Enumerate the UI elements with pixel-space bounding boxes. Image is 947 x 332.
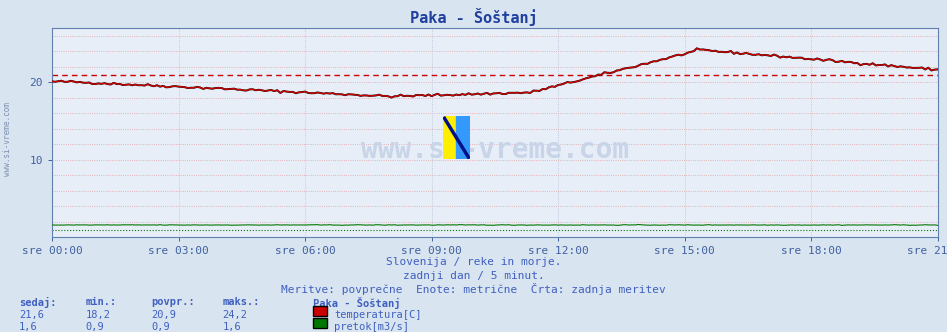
Text: 24,2: 24,2 — [223, 310, 247, 320]
Text: 18,2: 18,2 — [85, 310, 110, 320]
Text: min.:: min.: — [85, 297, 116, 307]
Text: Slovenija / reke in morje.: Slovenija / reke in morje. — [385, 257, 562, 267]
Text: 21,6: 21,6 — [19, 310, 44, 320]
Text: 0,9: 0,9 — [152, 322, 170, 332]
Text: Paka - Šoštanj: Paka - Šoštanj — [313, 297, 400, 309]
Text: 0,9: 0,9 — [85, 322, 104, 332]
Bar — [443, 116, 456, 159]
Text: maks.:: maks.: — [223, 297, 260, 307]
Text: 1,6: 1,6 — [223, 322, 241, 332]
Text: 20,9: 20,9 — [152, 310, 176, 320]
Text: www.si-vreme.com: www.si-vreme.com — [361, 135, 629, 164]
Text: 1,6: 1,6 — [19, 322, 38, 332]
Text: temperatura[C]: temperatura[C] — [334, 310, 421, 320]
Text: pretok[m3/s]: pretok[m3/s] — [334, 322, 409, 332]
Text: zadnji dan / 5 minut.: zadnji dan / 5 minut. — [402, 271, 545, 281]
Text: sedaj:: sedaj: — [19, 297, 57, 308]
Text: Paka - Šoštanj: Paka - Šoštanj — [410, 8, 537, 26]
Text: Meritve: povprečne  Enote: metrične  Črta: zadnja meritev: Meritve: povprečne Enote: metrične Črta:… — [281, 283, 666, 295]
Bar — [456, 116, 470, 159]
Text: povpr.:: povpr.: — [152, 297, 195, 307]
Text: www.si-vreme.com: www.si-vreme.com — [3, 103, 12, 176]
